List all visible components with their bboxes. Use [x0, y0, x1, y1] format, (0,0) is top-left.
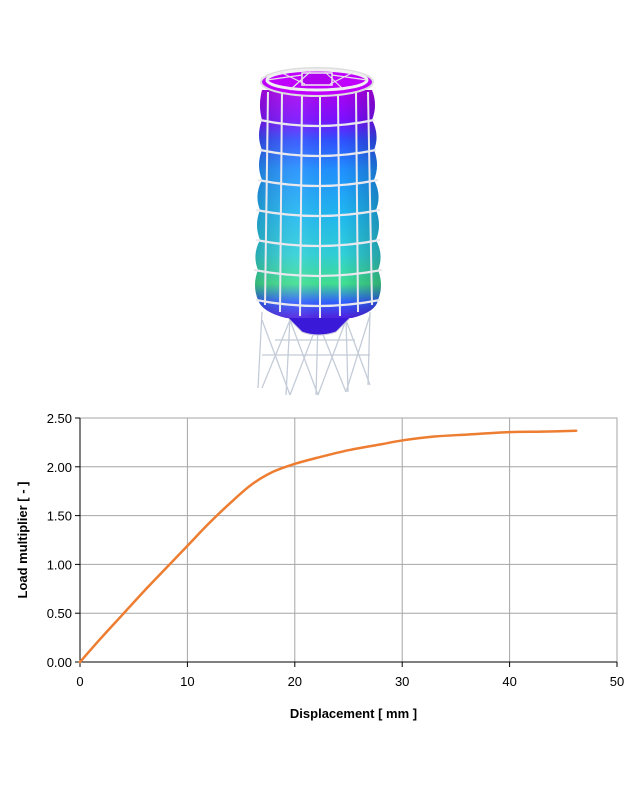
series-layer [78, 429, 578, 664]
y-axis-title: Load multiplier [ - ] [15, 482, 30, 599]
y-tick-label: 1.50 [47, 509, 72, 524]
silo-model-image [253, 67, 383, 396]
support-legs [257, 311, 371, 396]
x-tick-label: 20 [288, 674, 302, 689]
y-tick-label: 2.00 [47, 460, 72, 475]
x-axis-title: Displacement [ mm ] [290, 706, 417, 721]
grid-lines [80, 417, 618, 662]
series-line [78, 429, 578, 664]
roof-frame [260, 67, 374, 97]
x-tick-label: 40 [502, 674, 516, 689]
x-tick-label: 10 [180, 674, 194, 689]
y-tick-label: 0.50 [47, 606, 72, 621]
x-tick-label: 30 [395, 674, 409, 689]
tick-labels: 0 10 20 30 40 50 0.00 0.50 1.00 1.50 2.00 2.50 [47, 411, 625, 689]
x-tick-label: 50 [610, 674, 624, 689]
horizontal-rings [253, 118, 383, 308]
tick-marks [75, 417, 618, 667]
axes [79, 418, 617, 663]
y-tick-label: 1.00 [47, 557, 72, 572]
hopper-cone [284, 315, 354, 336]
y-tick-label: 0.00 [47, 655, 72, 670]
x-tick-label: 0 [76, 674, 83, 689]
vertical-stiffeners [264, 91, 373, 318]
plot-area-frame [79, 417, 618, 663]
y-tick-label: 2.50 [47, 411, 72, 426]
